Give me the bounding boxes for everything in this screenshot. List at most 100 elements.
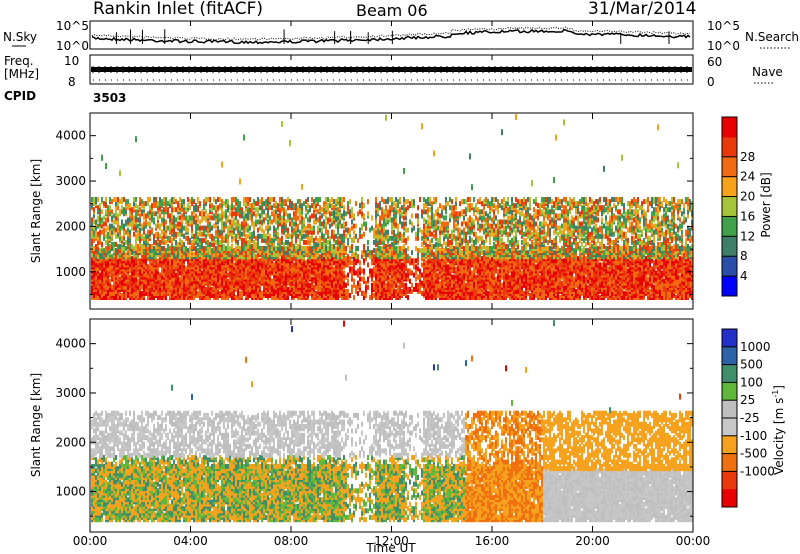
echo-cell xyxy=(371,215,373,220)
echo-cell xyxy=(197,205,199,210)
echo-cell xyxy=(107,232,109,237)
echo-cell xyxy=(183,234,185,239)
echo-cell xyxy=(123,207,125,212)
echo-cell xyxy=(155,224,157,229)
echo-cell xyxy=(327,197,329,202)
echo-cell xyxy=(213,224,215,229)
echo-cell xyxy=(347,201,349,206)
echo-cell xyxy=(349,228,351,233)
echo-cell xyxy=(331,211,333,216)
echo-cell xyxy=(173,215,175,220)
echo-cell xyxy=(125,220,127,225)
echo-cell xyxy=(357,238,359,243)
echo-cell xyxy=(271,238,273,243)
echo-cell xyxy=(247,240,249,245)
echo-cell xyxy=(307,230,309,235)
echo-cell xyxy=(169,246,171,251)
echo-cell xyxy=(203,199,205,204)
echo-cell xyxy=(129,203,131,208)
echo-cell xyxy=(223,236,225,241)
echo-cell xyxy=(327,217,329,222)
echo-cell xyxy=(299,199,301,204)
echo-cell xyxy=(209,215,211,220)
echo-cell xyxy=(347,254,349,259)
echo-cell xyxy=(119,277,121,282)
echo-cell xyxy=(259,199,261,204)
echo-cell xyxy=(187,228,189,233)
echo-cell xyxy=(163,197,165,202)
echo-cell xyxy=(113,197,115,202)
echo-cell xyxy=(267,197,269,202)
echo-cell xyxy=(301,203,303,208)
echo-cell xyxy=(363,269,365,274)
echo-cell xyxy=(381,207,383,212)
echo-cell xyxy=(227,273,229,278)
cpid-label: CPID xyxy=(4,89,36,103)
echo-cell xyxy=(227,215,229,220)
echo-cell xyxy=(389,236,391,241)
echo-cell xyxy=(349,246,351,251)
echo-cell xyxy=(189,246,191,251)
echo-cell xyxy=(293,228,295,233)
echo-cell xyxy=(227,226,229,231)
echo-cell xyxy=(97,215,99,220)
echo-cell xyxy=(157,201,159,206)
echo-cell xyxy=(251,203,253,208)
echo-cell xyxy=(175,240,177,245)
echo-cell xyxy=(185,207,187,212)
echo-cell xyxy=(151,244,153,249)
echo-cell xyxy=(301,184,303,190)
echo-cell xyxy=(335,224,337,229)
echo-cell xyxy=(175,217,177,222)
echo-cell xyxy=(305,199,307,204)
echo-cell xyxy=(185,226,187,231)
echo-cell xyxy=(91,217,93,222)
echo-cell xyxy=(105,163,107,169)
echo-cell xyxy=(187,197,189,202)
echo-cell xyxy=(257,220,259,225)
echo-cell xyxy=(179,277,181,282)
echo-cell xyxy=(233,211,235,216)
echo-cell xyxy=(175,207,177,212)
echo-cell xyxy=(205,246,207,251)
echo-cell xyxy=(241,207,243,212)
echo-cell xyxy=(249,203,251,208)
echo-cell xyxy=(365,281,367,286)
echo-cell xyxy=(255,254,257,259)
echo-cell xyxy=(197,224,199,229)
echo-cell xyxy=(385,244,387,249)
echo-cell xyxy=(375,230,377,235)
echo-cell xyxy=(265,199,267,204)
echo-cell xyxy=(177,222,179,227)
echo-cell xyxy=(177,201,179,206)
echo-cell xyxy=(153,211,155,216)
echo-cell xyxy=(105,234,107,239)
echo-cell xyxy=(115,197,117,202)
echo-cell xyxy=(221,162,223,168)
echo-cell xyxy=(267,220,269,225)
echo-cell xyxy=(311,203,313,208)
echo-cell xyxy=(303,246,305,251)
echo-cell xyxy=(219,197,221,202)
echo-cell xyxy=(181,213,183,218)
echo-cell xyxy=(213,236,215,241)
echo-cell xyxy=(239,246,241,251)
echo-cell xyxy=(139,207,141,212)
echo-cell xyxy=(361,197,363,202)
echo-cell xyxy=(205,197,207,202)
echo-cell xyxy=(275,228,277,233)
echo-cell xyxy=(323,220,325,225)
echo-cell xyxy=(367,285,369,290)
echo-cell xyxy=(397,224,399,229)
echo-cell xyxy=(363,222,365,227)
echo-cell xyxy=(163,207,165,212)
echo-cell xyxy=(355,246,357,251)
echo-cell xyxy=(245,197,247,202)
echo-cell xyxy=(327,203,329,208)
echo-cell xyxy=(275,246,277,251)
echo-cell xyxy=(231,220,233,225)
echo-cell xyxy=(341,234,343,239)
echo-cell xyxy=(211,215,213,220)
echo-cell xyxy=(215,205,217,210)
echo-cell xyxy=(211,287,213,292)
